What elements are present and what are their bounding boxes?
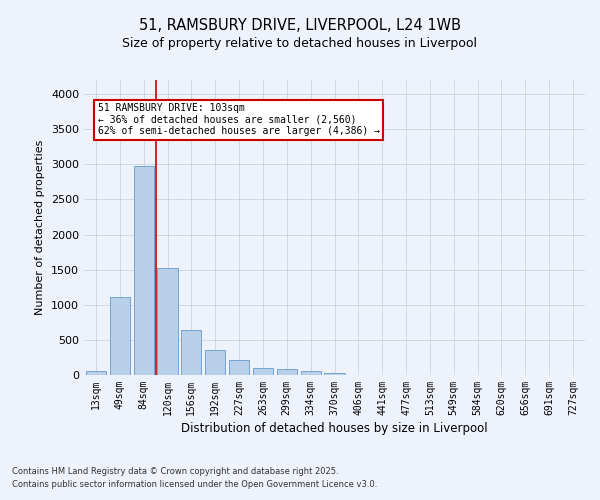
Bar <box>181 330 202 375</box>
Text: Contains HM Land Registry data © Crown copyright and database right 2025.: Contains HM Land Registry data © Crown c… <box>12 467 338 476</box>
Bar <box>277 368 297 375</box>
Bar <box>110 297 130 375</box>
Bar <box>301 371 321 375</box>
Bar <box>157 268 178 375</box>
Y-axis label: Number of detached properties: Number of detached properties <box>35 140 46 315</box>
Text: 51 RAMSBURY DRIVE: 103sqm
← 36% of detached houses are smaller (2,560)
62% of se: 51 RAMSBURY DRIVE: 103sqm ← 36% of detac… <box>98 103 380 136</box>
Text: Size of property relative to detached houses in Liverpool: Size of property relative to detached ho… <box>122 38 478 51</box>
Bar <box>134 166 154 375</box>
Bar <box>229 360 249 375</box>
X-axis label: Distribution of detached houses by size in Liverpool: Distribution of detached houses by size … <box>181 422 488 435</box>
Text: Contains public sector information licensed under the Open Government Licence v3: Contains public sector information licen… <box>12 480 377 489</box>
Bar <box>205 350 226 375</box>
Bar <box>325 372 344 375</box>
Bar <box>253 368 273 375</box>
Bar <box>86 371 106 375</box>
Text: 51, RAMSBURY DRIVE, LIVERPOOL, L24 1WB: 51, RAMSBURY DRIVE, LIVERPOOL, L24 1WB <box>139 18 461 32</box>
